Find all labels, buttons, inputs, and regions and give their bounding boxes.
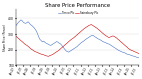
Tesco Plc (15, 25, 17, 26)
Sainsbury Plc (52, 54, 54, 55)
Sainsbury Plc (136, 52, 138, 53)
Tesco Plc (77, 45, 79, 46)
Legend: Tesco Plc, Sainsbury Plc: Tesco Plc, Sainsbury Plc (56, 10, 99, 17)
Tesco Plc (135, 56, 136, 57)
Tesco Plc (20, 19, 22, 20)
Tesco Plc (19, 21, 21, 22)
Tesco Plc (138, 57, 140, 58)
Sainsbury Plc (19, 39, 21, 40)
Sainsbury Plc (77, 33, 79, 34)
Tesco Plc (129, 54, 130, 55)
Sainsbury Plc (130, 50, 132, 51)
Sainsbury Plc (91, 24, 92, 25)
Sainsbury Plc (15, 36, 17, 37)
Title: Share Price Performance: Share Price Performance (45, 3, 110, 8)
Y-axis label: Share Price (Pence): Share Price (Pence) (3, 24, 7, 51)
Line: Tesco Plc: Tesco Plc (16, 20, 139, 58)
Sainsbury Plc (46, 56, 48, 57)
Line: Sainsbury Plc: Sainsbury Plc (16, 25, 139, 56)
Sainsbury Plc (48, 56, 49, 57)
Sainsbury Plc (138, 53, 140, 54)
Tesco Plc (48, 44, 49, 45)
Tesco Plc (52, 43, 54, 44)
